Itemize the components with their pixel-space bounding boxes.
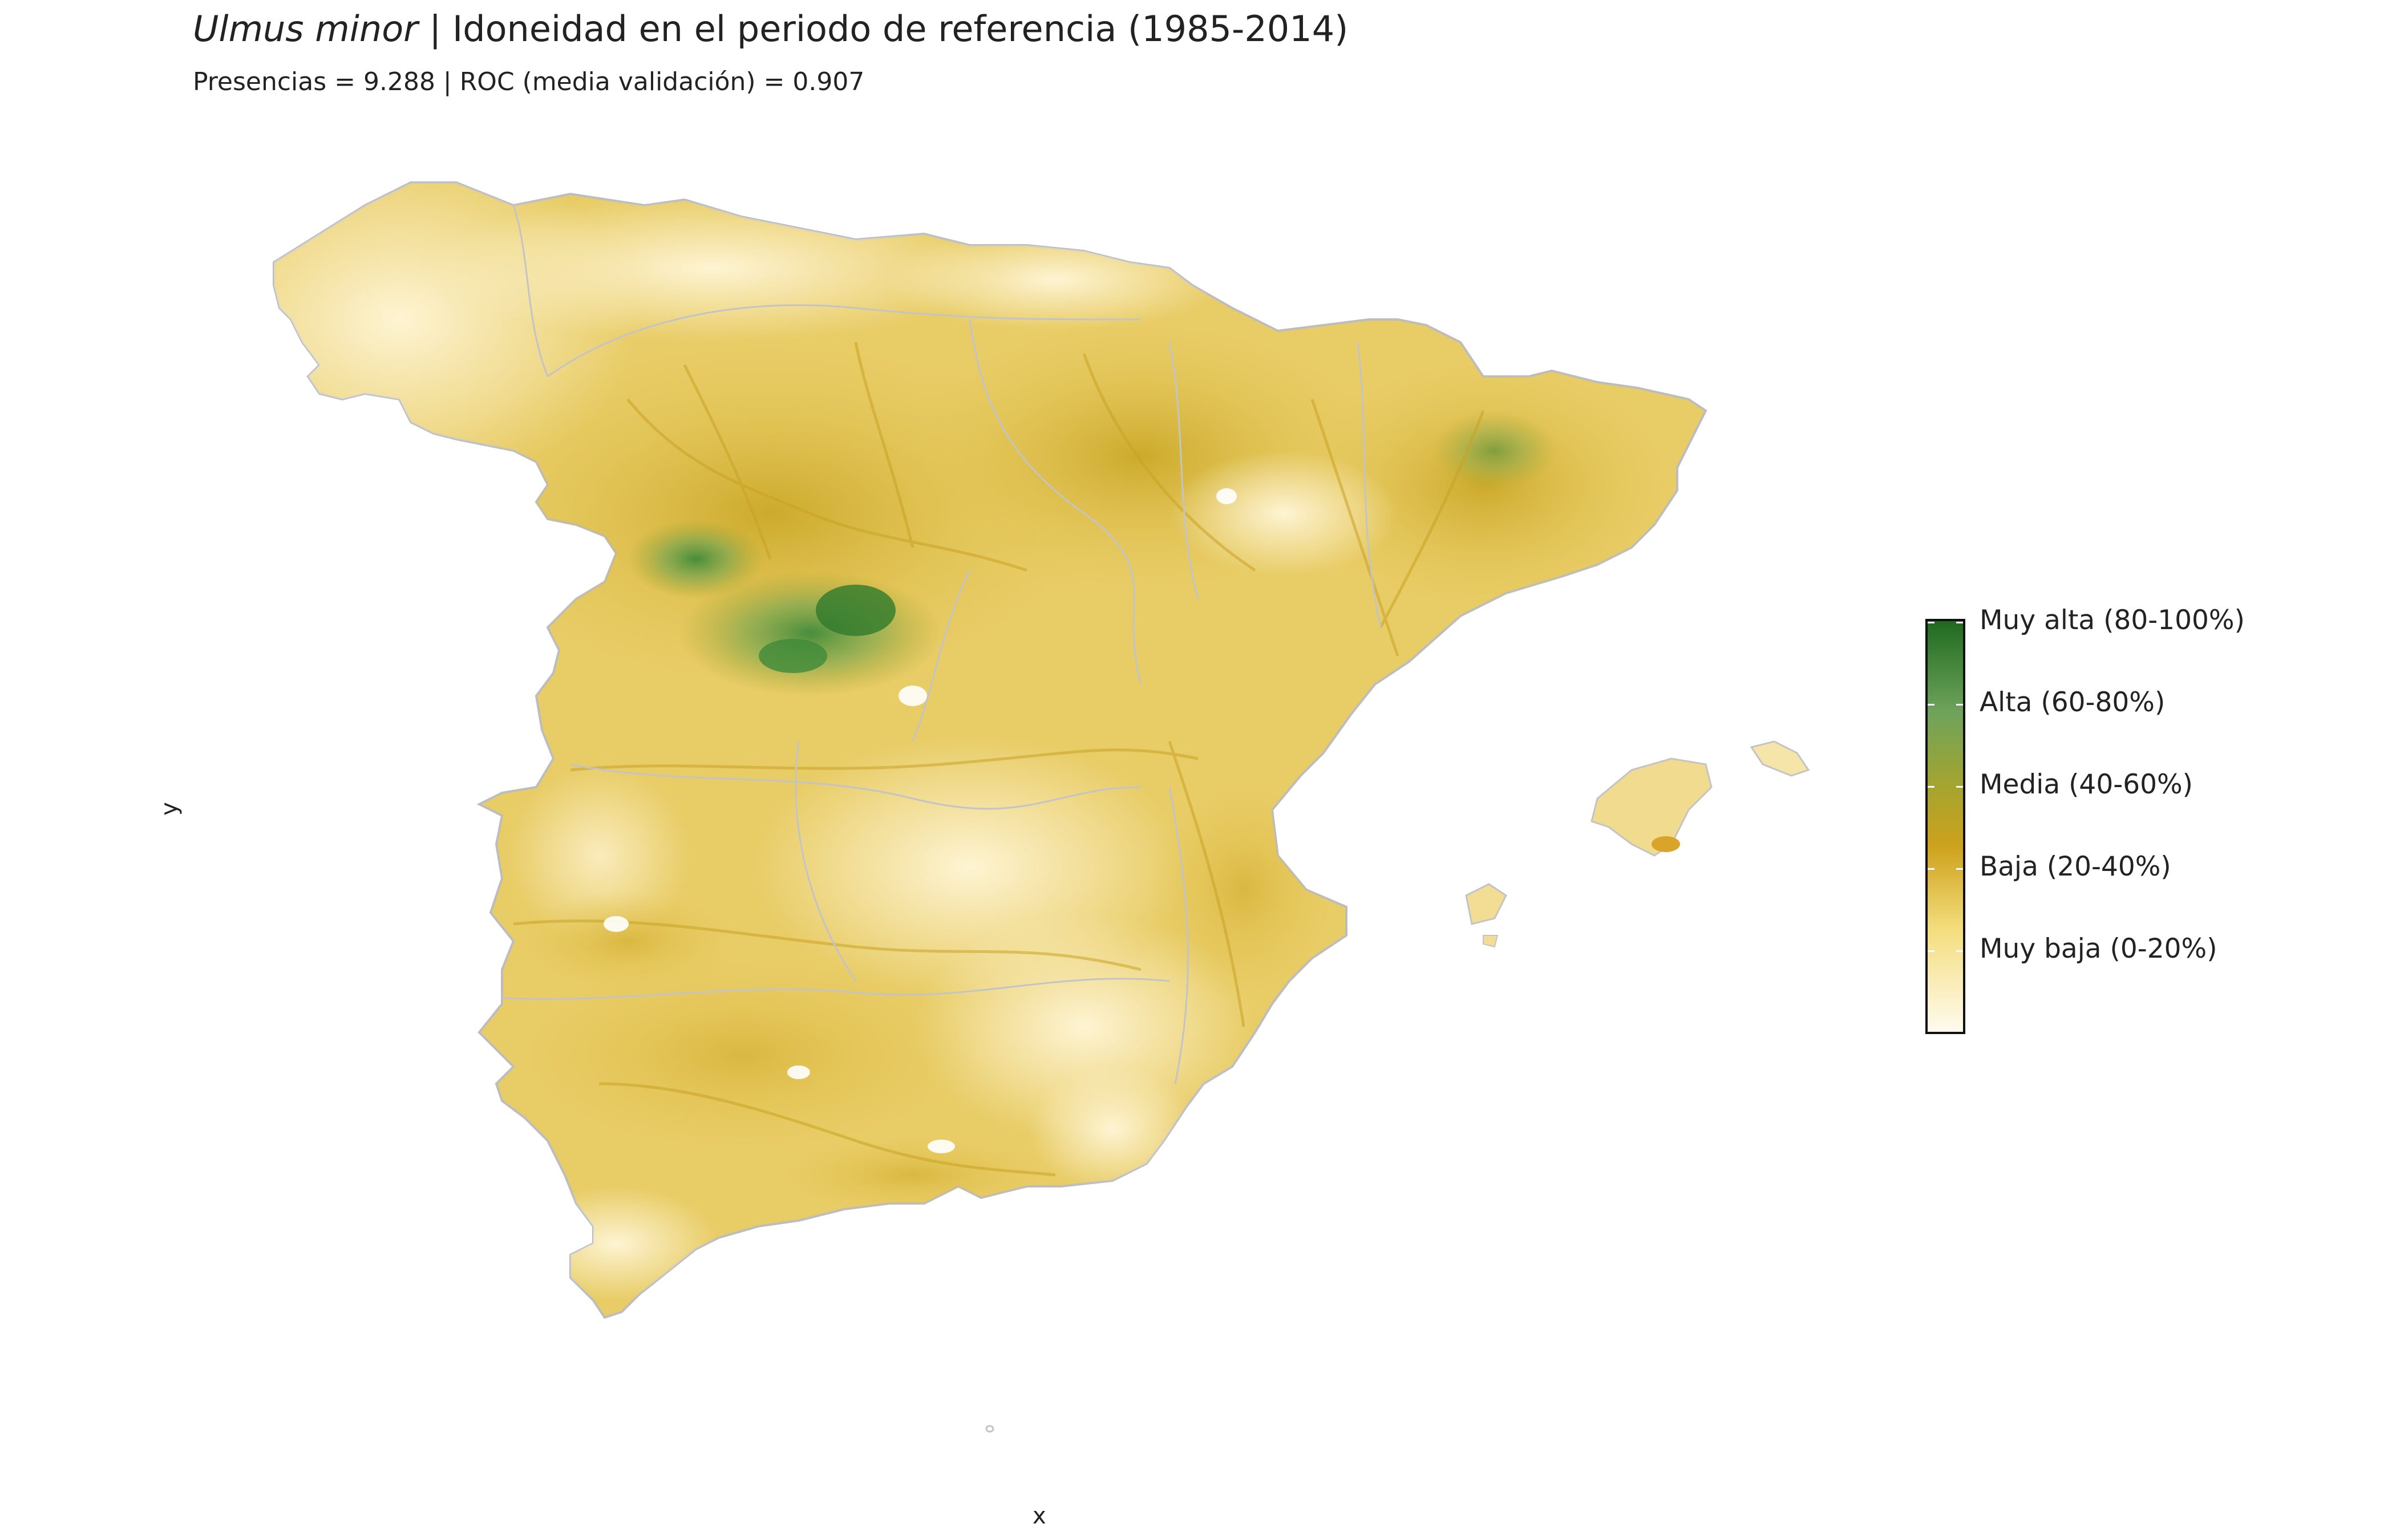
legend-label-low: Baja (20-40%) [1980,851,2171,882]
legend-colorbar [1925,619,1965,1034]
menorca [1750,740,1810,777]
y-axis-label: y [156,802,183,816]
legend-tick [1928,704,1934,706]
legend-tick [1928,950,1934,952]
legend-label-very-low: Muy baja (0-20%) [1980,933,2217,964]
x-axis-label: x [1033,1503,1046,1529]
legend-tick [1928,622,1934,623]
legend-tick [1928,868,1934,870]
ceuta [985,1425,994,1433]
legend-tick [1956,622,1963,623]
mallorca [1590,757,1713,857]
legend-tick [1956,786,1963,788]
map-title: Ulmus minor | Idoneidad en el periodo de… [193,8,1348,50]
legend-tick [1956,868,1963,870]
region-borders [501,205,1382,1084]
legend-tick [1956,950,1963,952]
ibiza [1465,883,1507,925]
formentera [1483,935,1499,948]
legend-label-very-high: Muy alta (80-100%) [1980,605,2245,636]
species-name: Ulmus minor [193,8,418,50]
legend-tick [1956,704,1963,706]
title-text: | Idoneidad en el periodo de referencia … [418,8,1349,50]
legend-label-medium: Media (40-60%) [1980,769,2193,800]
legend-tick [1928,786,1934,788]
map-subtitle: Presencias = 9.288 | ROC (media validaci… [193,67,865,96]
legend-label-high: Alta (60-80%) [1980,687,2166,718]
